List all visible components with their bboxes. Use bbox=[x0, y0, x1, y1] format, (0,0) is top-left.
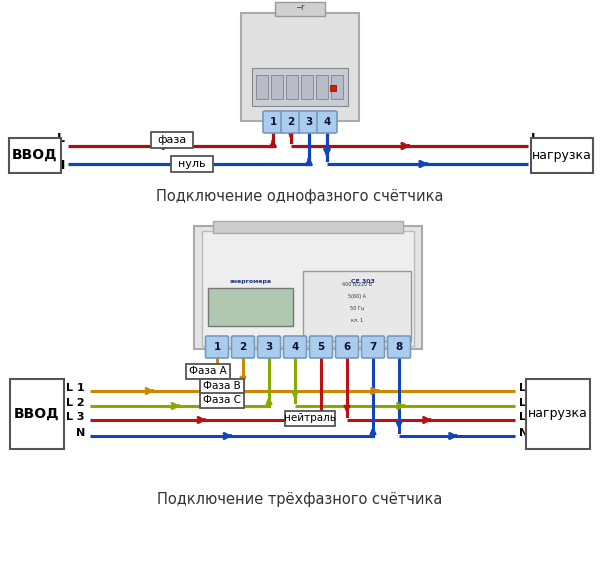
Bar bbox=[285, 411, 335, 425]
FancyBboxPatch shape bbox=[361, 336, 385, 358]
FancyBboxPatch shape bbox=[310, 336, 332, 358]
Text: 400 В/220 В: 400 В/220 В bbox=[342, 282, 372, 287]
Text: L 2: L 2 bbox=[67, 398, 85, 408]
Bar bbox=[186, 364, 230, 379]
Text: 1: 1 bbox=[214, 342, 221, 352]
Text: 2: 2 bbox=[287, 117, 295, 127]
FancyBboxPatch shape bbox=[299, 111, 319, 133]
Text: L 3: L 3 bbox=[67, 412, 85, 422]
Text: нагрузка: нагрузка bbox=[528, 407, 588, 420]
Text: 50 Гц: 50 Гц bbox=[350, 306, 364, 310]
Bar bbox=[303, 271, 411, 341]
Bar bbox=[202, 231, 414, 346]
Text: ВВОД: ВВОД bbox=[14, 407, 60, 421]
Bar bbox=[331, 75, 343, 99]
Bar bbox=[151, 132, 193, 148]
Text: N: N bbox=[519, 428, 528, 438]
FancyBboxPatch shape bbox=[257, 336, 281, 358]
Text: N: N bbox=[55, 159, 65, 172]
Bar bbox=[208, 288, 293, 326]
Bar bbox=[330, 85, 336, 91]
Text: 2: 2 bbox=[239, 342, 247, 352]
FancyBboxPatch shape bbox=[205, 336, 229, 358]
Text: L 3: L 3 bbox=[519, 412, 538, 422]
Text: L 1: L 1 bbox=[67, 383, 85, 393]
Text: нагрузка: нагрузка bbox=[532, 149, 592, 162]
Bar bbox=[194, 226, 422, 349]
Text: нуль: нуль bbox=[178, 159, 206, 169]
Text: L: L bbox=[531, 131, 539, 145]
Text: ─r: ─r bbox=[296, 2, 304, 11]
Bar bbox=[531, 137, 593, 172]
Bar bbox=[526, 379, 590, 448]
Bar bbox=[271, 75, 283, 99]
Text: Подключение трёхфазного счётчика: Подключение трёхфазного счётчика bbox=[157, 491, 443, 507]
Text: ВВОД: ВВОД bbox=[12, 148, 58, 162]
FancyBboxPatch shape bbox=[284, 336, 307, 358]
Text: L 1: L 1 bbox=[519, 383, 538, 393]
Text: Фаза А: Фаза А bbox=[189, 366, 227, 376]
Text: 5: 5 bbox=[317, 342, 325, 352]
Text: нейтраль: нейтраль bbox=[284, 413, 336, 423]
Bar bbox=[200, 379, 244, 393]
Bar bbox=[256, 75, 268, 99]
FancyBboxPatch shape bbox=[263, 111, 283, 133]
Text: энергомера: энергомера bbox=[230, 278, 272, 283]
Text: L: L bbox=[57, 131, 65, 145]
Text: 1: 1 bbox=[269, 117, 277, 127]
FancyBboxPatch shape bbox=[232, 336, 254, 358]
Text: L 2: L 2 bbox=[519, 398, 538, 408]
Bar bbox=[200, 393, 244, 407]
Text: 6: 6 bbox=[343, 342, 350, 352]
Text: 4: 4 bbox=[292, 342, 299, 352]
Text: N: N bbox=[531, 159, 541, 172]
Text: фаза: фаза bbox=[157, 135, 187, 145]
FancyBboxPatch shape bbox=[335, 336, 359, 358]
Text: СЕ 303: СЕ 303 bbox=[351, 278, 375, 283]
Text: Фаза С: Фаза С bbox=[203, 395, 241, 405]
Text: 3: 3 bbox=[305, 117, 313, 127]
Text: 8: 8 bbox=[395, 342, 403, 352]
Bar bbox=[10, 379, 64, 448]
Bar bbox=[213, 221, 403, 233]
Bar bbox=[241, 13, 359, 121]
Text: N: N bbox=[76, 428, 85, 438]
Bar bbox=[252, 68, 348, 106]
Bar bbox=[9, 137, 61, 172]
Text: 3: 3 bbox=[265, 342, 272, 352]
FancyBboxPatch shape bbox=[388, 336, 410, 358]
Text: 7: 7 bbox=[370, 342, 377, 352]
FancyBboxPatch shape bbox=[317, 111, 337, 133]
Text: Фаза В: Фаза В bbox=[203, 381, 241, 391]
Bar bbox=[286, 75, 298, 99]
Text: кл. 1: кл. 1 bbox=[351, 318, 363, 323]
FancyBboxPatch shape bbox=[281, 111, 301, 133]
Bar bbox=[316, 75, 328, 99]
Text: 4: 4 bbox=[323, 117, 331, 127]
Bar bbox=[275, 2, 325, 16]
Bar bbox=[171, 156, 213, 172]
Text: Подключение однофазного счётчика: Подключение однофазного счётчика bbox=[156, 188, 444, 204]
Bar bbox=[301, 75, 313, 99]
Text: 5(60) А: 5(60) А bbox=[348, 293, 366, 298]
